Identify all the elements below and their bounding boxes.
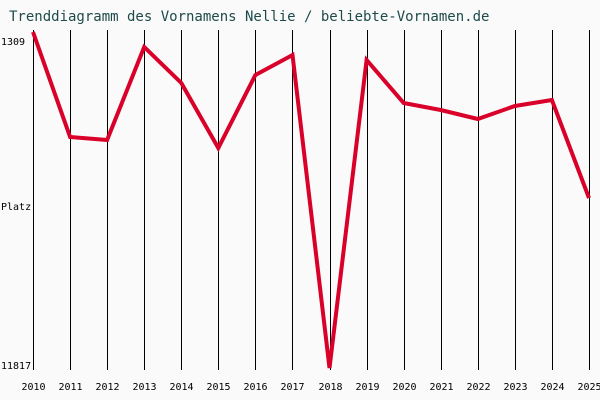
y-axis-bottom-label: 11817 [1, 361, 32, 372]
x-tick-label-2014: 2014 [169, 382, 194, 393]
x-tick-label-2015: 2015 [206, 382, 231, 393]
x-tick-label-2022: 2022 [466, 382, 491, 393]
x-tick-label-2021: 2021 [429, 382, 454, 393]
y-axis-title: Platz [1, 202, 32, 213]
x-tick-label-2010: 2010 [21, 382, 46, 393]
x-tick-label-2025: 2025 [577, 382, 600, 393]
x-tick-label-2017: 2017 [280, 382, 305, 393]
x-tick-label-2018: 2018 [318, 382, 343, 393]
y-axis-top-label: 1309 [1, 37, 26, 48]
x-tick-label-2023: 2023 [503, 382, 528, 393]
x-tick-label-2019: 2019 [355, 382, 380, 393]
trend-line [31, 31, 591, 369]
x-tick-label-2011: 2011 [58, 382, 83, 393]
chart-title: Trenddiagramm des Vornamens Nellie / bel… [9, 9, 490, 25]
x-tick-label-2020: 2020 [392, 382, 417, 393]
x-tick-label-2013: 2013 [132, 382, 157, 393]
x-tick-label-2016: 2016 [243, 382, 268, 393]
x-tick-label-2024: 2024 [540, 382, 565, 393]
x-tick-label-2012: 2012 [95, 382, 120, 393]
vertical-gridlines [33, 30, 590, 370]
